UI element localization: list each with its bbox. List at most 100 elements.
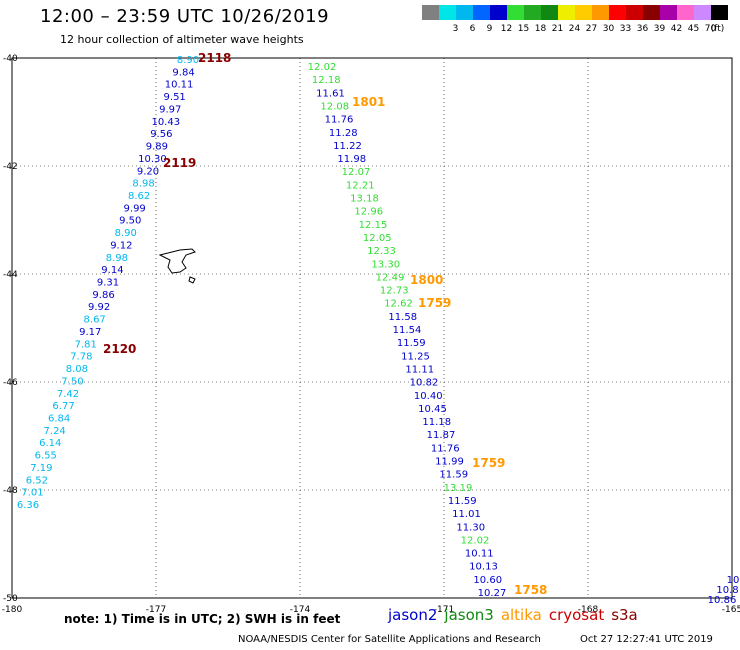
wave-height-value: 13.18 [350, 194, 379, 205]
latitude-label: -44 [3, 270, 18, 280]
colorbar-swatch [694, 5, 711, 20]
wave-height-value: 7.01 [21, 488, 43, 499]
wave-height-value: 12.21 [346, 180, 375, 191]
longitude-label: -165 [722, 605, 740, 615]
wave-height-value: 12.18 [312, 75, 341, 86]
wave-height-value: 11.98 [337, 154, 366, 165]
wave-height-value: 11.59 [448, 496, 477, 507]
latitude-label: -50 [3, 594, 18, 604]
wave-height-value: 11.01 [452, 509, 481, 520]
pass-time-labels: 2118 2119 2120 1801 1800 1759 1759 1758 [103, 51, 547, 597]
wave-height-value: 9.89 [146, 142, 168, 153]
pass-time-label: 2120 [103, 342, 136, 356]
colorbar-label: 9 [486, 24, 493, 34]
pass-time-label: 2119 [163, 156, 196, 170]
wave-height-value: 7.81 [75, 339, 97, 350]
wave-height-value: 6.36 [17, 500, 39, 511]
colorbar-swatch [592, 5, 609, 20]
colorbar-swatch [439, 5, 456, 20]
satellite-legend-item: s3a [611, 606, 638, 624]
pass-time-label: 2118 [198, 51, 231, 65]
satellite-legend-item: jason3 [444, 606, 494, 624]
colorbar-unit: (ft) [710, 24, 725, 34]
longitude-label: -174 [290, 605, 311, 615]
pass-time-label: 1759 [418, 296, 451, 310]
wave-height-value: 10.60 [473, 575, 502, 586]
wave-height-value: 11.76 [325, 115, 354, 126]
wave-height-value: 7.50 [61, 376, 83, 387]
colorbar-swatch [456, 5, 473, 20]
map-grid [11, 57, 733, 599]
wave-height-value: 8.98 [132, 179, 154, 190]
wave-height-value: 12.49 [376, 272, 405, 283]
wave-height-value: 11.18 [422, 417, 451, 428]
wave-height-value: 11.59 [397, 338, 426, 349]
wave-height-value: 11.59 [439, 470, 468, 481]
wave-height-value: 10.11 [465, 549, 494, 560]
wave-height-value: 10.11 [165, 80, 194, 91]
colorbar-swatch [490, 5, 507, 20]
pass-time-label: 1801 [352, 95, 385, 109]
axis-labels: -40 -42 -44 -46 -48 -50-180 -177 -174 -171 -168 -1… [2, 54, 740, 615]
wave-height-value: 6.77 [52, 401, 74, 412]
wave-height-value: 9.97 [159, 104, 181, 115]
wave-height-value: 10.45 [418, 404, 447, 415]
colorbar-swatch [575, 5, 592, 20]
wave-height-value: 6.14 [39, 438, 61, 449]
wave-height-value: 9.84 [172, 67, 194, 78]
colorbar-swatch [609, 5, 626, 20]
wave-height-value: 10.82 [410, 378, 439, 389]
colorbar-swatch [677, 5, 694, 20]
wave-height-value: 12.07 [342, 167, 371, 178]
colorbar-swatch [558, 5, 575, 20]
pass-time-label: 1758 [514, 583, 547, 597]
colorbar-label: 70 [704, 24, 717, 34]
wave-height-value: 12.62 [384, 299, 413, 310]
colorbar-swatch [626, 5, 643, 20]
page-subtitle: 12 hour collection of altimeter wave hei… [60, 33, 304, 46]
wave-height-value: 11.58 [388, 312, 417, 323]
pass-time-label: 1759 [472, 456, 505, 470]
wave-height-value: 6.55 [35, 451, 57, 462]
page-title: 12:00 – 23:59 UTC 10/26/2019 [40, 6, 330, 27]
wave-height-value: 8.08 [66, 364, 88, 375]
wave-height-value: 11.28 [329, 128, 358, 139]
colorbar-swatch [711, 5, 728, 20]
wave-height-value: 12.33 [367, 246, 396, 257]
wave-height-value: 9.12 [110, 240, 132, 251]
colorbar-label: 18 [534, 24, 547, 34]
colorbar-swatch [473, 5, 490, 20]
footer-note: note: 1) Time is in UTC; 2) SWH is in fe… [64, 612, 341, 626]
colorbar-label: 24 [568, 24, 581, 34]
wave-height-value: 12.73 [380, 286, 409, 297]
wave-height-value: 9.31 [97, 278, 119, 289]
wave-height-value: 10.13 [469, 562, 498, 573]
wave-height-value: 13.19 [444, 483, 473, 494]
wave-height-value: 6.84 [48, 413, 70, 424]
wave-height-tracks: 8.909.8410.119.519.9710.439.569.8910.309… [17, 55, 740, 606]
colorbar-label: 45 [687, 24, 700, 34]
colorbar-swatch [541, 5, 558, 20]
wave-height-value: 9.14 [101, 265, 123, 276]
wave-height-value: 12.08 [320, 101, 349, 112]
satellite-legend-item: cryosat [548, 606, 605, 624]
wave-height-value: 8.90 [115, 228, 137, 239]
satellite-legend-item: jason2 [388, 606, 438, 624]
wave-height-value: 9.17 [79, 327, 101, 338]
latitude-label: -46 [3, 378, 18, 388]
island-outline [158, 248, 196, 284]
colorbar-label: 42 [670, 24, 683, 34]
wave-height-value: 10.86 [708, 595, 737, 606]
colorbar-swatch [422, 5, 439, 20]
wave-height-value: 11.30 [456, 522, 485, 533]
wave-height-value: 11.54 [393, 325, 422, 336]
colorbar-label: 6 [469, 24, 476, 34]
latitude-label: -40 [3, 54, 18, 64]
wave-height-value: 11.61 [316, 88, 345, 99]
colorbar-label: 12 [500, 24, 513, 34]
wave-height-value: 6.52 [26, 475, 48, 486]
latitude-label: -42 [3, 162, 18, 172]
wave-height-value: 8.98 [106, 253, 128, 264]
wave-height-value: 7.42 [57, 389, 79, 400]
